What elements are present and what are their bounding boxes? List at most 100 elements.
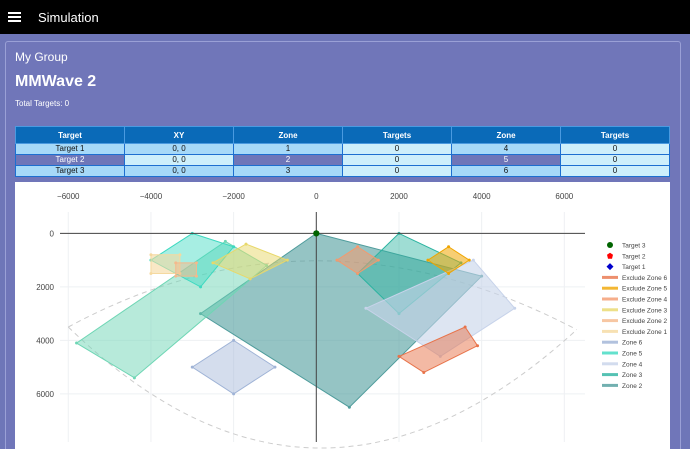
legend-label: Zone 4 <box>622 361 643 368</box>
zone-vertex-marker <box>422 370 426 374</box>
group-title: My Group <box>15 50 68 64</box>
zone-vertex-marker <box>447 245 451 249</box>
x-tick-label: 2000 <box>390 192 408 201</box>
targets-cell: 0 <box>560 165 670 177</box>
zone-vertex-marker <box>149 253 153 257</box>
x-tick-label: 0 <box>314 192 319 201</box>
zone-cell: 2 <box>233 154 343 166</box>
zone-vertex-marker <box>376 258 380 262</box>
col-header-target: Target <box>15 126 125 144</box>
legend-label: Target 1 <box>622 264 646 271</box>
zone-vertex-marker <box>397 354 401 358</box>
targets-table: Target XY Zone Targets Zone Targets Targ… <box>15 126 670 177</box>
y-tick-label: 0 <box>50 229 55 238</box>
top-app-bar: Simulation <box>0 0 690 34</box>
col-header-targets-b: Targets <box>560 126 670 144</box>
zone-plot[interactable]: −6000 −4000 −2000 0 2000 4000 6000 0 2000 4000 600… <box>15 182 670 449</box>
zone-vertex-marker <box>356 272 360 276</box>
zone-vertex-marker <box>199 285 203 289</box>
table-row: Target 2 0, 0 2 0 5 0 <box>15 154 670 166</box>
zone-vertex-marker <box>174 261 178 265</box>
zone-vertex-marker <box>211 261 215 265</box>
targets-cell: 0 <box>560 143 670 155</box>
legend-marker <box>607 242 613 248</box>
x-tick-label: −4000 <box>140 192 163 201</box>
target-cell: Target 3 <box>15 165 125 177</box>
legend-label: Exclude Zone 3 <box>622 307 668 314</box>
xy-cell: 0, 0 <box>124 165 234 177</box>
zone-vertex-marker <box>194 261 198 265</box>
col-header-zone-b: Zone <box>451 126 561 144</box>
zone-vertex-marker <box>356 245 360 249</box>
zone-vertex-marker <box>223 239 227 243</box>
legend-label: Zone 5 <box>622 351 643 358</box>
zone-vertex-marker <box>232 338 236 342</box>
zone-vertex-marker <box>149 272 153 276</box>
targets-cell: 0 <box>342 143 452 155</box>
legend-label: Exclude Zone 2 <box>622 318 668 325</box>
zone-chart-svg[interactable]: −6000 −4000 −2000 0 2000 4000 6000 0 2000 4000 600… <box>15 182 670 449</box>
legend-marker <box>607 252 613 259</box>
zone-cell: 3 <box>233 165 343 177</box>
legend-label: Exclude Zone 4 <box>622 297 668 304</box>
zone-vertex-marker <box>132 376 136 380</box>
zone-vertex-marker <box>471 258 475 262</box>
zone-vertex-marker <box>513 306 517 310</box>
legend-marker <box>606 263 614 271</box>
targets-cell: 0 <box>560 154 670 166</box>
col-header-zone-a: Zone <box>233 126 343 144</box>
target-cell: Target 1 <box>15 143 125 155</box>
y-tick-label: 4000 <box>36 336 54 345</box>
x-tick-label: −2000 <box>222 192 245 201</box>
zone-vertex-marker <box>467 258 471 262</box>
y-tick-label: 6000 <box>36 390 54 399</box>
zone-vertex-marker <box>232 392 236 396</box>
zone-vertex-marker <box>463 325 467 329</box>
x-tick-label: −6000 <box>57 192 80 201</box>
zone-vertex-marker <box>476 344 480 348</box>
targets-cell: 0 <box>342 154 452 166</box>
zone-vertex-marker <box>347 405 351 409</box>
legend-label: Exclude Zone 1 <box>622 329 668 336</box>
zone-vertex-marker <box>178 253 182 257</box>
app-title: Simulation <box>38 9 99 25</box>
xy-cell: 0, 0 <box>124 154 234 166</box>
col-header-targets-a: Targets <box>342 126 452 144</box>
zone-vertex-marker <box>194 274 198 278</box>
hamburger-menu-icon[interactable] <box>8 12 21 22</box>
zone-vertex-marker <box>273 365 277 369</box>
zone-vertex-marker <box>364 306 368 310</box>
legend-label: Exclude Zone 5 <box>622 286 668 293</box>
zone-vertex-marker <box>75 341 79 345</box>
target-cell: Target 2 <box>15 154 125 166</box>
table-row: Target 3 0, 0 3 0 6 0 <box>15 165 670 177</box>
zone-vertex-marker <box>232 245 236 249</box>
x-tick-label: 6000 <box>555 192 573 201</box>
targets-cell: 0 <box>342 165 452 177</box>
zone-vertex-marker <box>426 258 430 262</box>
zone-vertex-marker <box>335 258 339 262</box>
col-header-xy: XY <box>124 126 234 144</box>
legend-label: Zone 2 <box>622 383 643 390</box>
zone-vertex-marker <box>244 242 248 246</box>
table-header-row: Target XY Zone Targets Zone Targets <box>15 126 670 144</box>
x-tick-label: 4000 <box>473 192 491 201</box>
legend-label: Target 2 <box>622 253 646 260</box>
zone-vertex-marker <box>174 274 178 278</box>
range-arc-outer <box>67 326 578 449</box>
zone-cell: 4 <box>451 143 561 155</box>
total-targets: Total Targets: 0 <box>15 99 70 108</box>
legend-label: Exclude Zone 6 <box>622 275 668 282</box>
zone-cell: 1 <box>233 143 343 155</box>
zone-cell: 5 <box>451 154 561 166</box>
y-tick-label: 2000 <box>36 283 54 292</box>
target-marker <box>313 230 320 237</box>
legend-label: Zone 6 <box>622 340 643 347</box>
zone-vertex-marker <box>190 365 194 369</box>
zone-vertex-marker <box>248 277 252 281</box>
group-card: My Group MMWave 2 Total Targets: 0 Targe… <box>5 41 681 449</box>
zone-vertex-marker <box>285 258 289 262</box>
device-title: MMWave 2 <box>15 73 97 90</box>
legend-label: Target 3 <box>622 243 646 250</box>
exclude-zone-2-polygon <box>175 262 197 277</box>
